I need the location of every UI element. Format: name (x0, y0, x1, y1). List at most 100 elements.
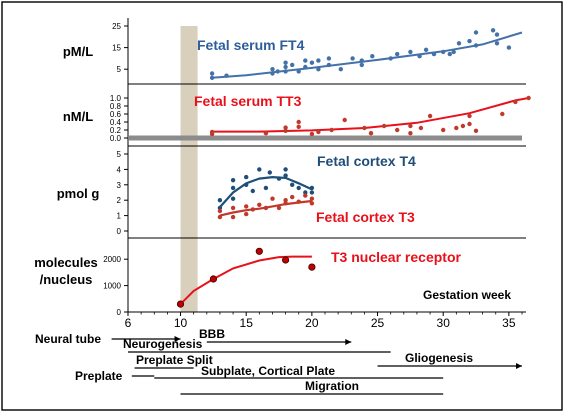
highlight-band (180, 26, 198, 312)
data-point (418, 125, 424, 131)
data-point (230, 214, 236, 220)
x-tick-label: 35 (502, 316, 516, 330)
data-point (244, 182, 249, 187)
y-tick-label: 0 (117, 227, 122, 236)
data-point (296, 185, 301, 191)
data-point (368, 131, 374, 136)
data-point (270, 71, 275, 76)
data-point (454, 125, 459, 131)
data-point (283, 64, 288, 70)
data-point (467, 113, 472, 119)
data-point (427, 113, 433, 119)
data-point (526, 95, 531, 101)
data-point (263, 131, 269, 136)
annotation-tt3: Fetal serum TT3 (194, 93, 302, 109)
data-point (255, 247, 263, 255)
data-point (257, 167, 262, 172)
timeline-label: BBB (199, 327, 225, 341)
data-point (309, 196, 315, 201)
y-tick-label: 5 (117, 65, 122, 74)
data-point (283, 128, 288, 133)
data-point (230, 185, 236, 191)
x-tick-label: 10 (174, 316, 188, 330)
data-point (388, 56, 393, 61)
y-tick-label: 5 (117, 150, 122, 159)
data-point (283, 198, 288, 203)
data-point (490, 28, 496, 33)
data-point (296, 199, 301, 204)
data-point (441, 127, 446, 133)
data-point (316, 67, 321, 72)
data-point (281, 256, 290, 264)
x-tick-label: 25 (371, 316, 385, 330)
trend-line (212, 97, 529, 133)
data-point (316, 58, 321, 63)
data-point (250, 188, 255, 194)
data-point (303, 64, 308, 70)
data-point (338, 67, 343, 72)
data-point (270, 196, 275, 201)
xlabel: Gestation week (423, 288, 511, 302)
data-point (263, 185, 269, 191)
y-tick-label: 1000 (103, 282, 121, 291)
data-point (290, 62, 295, 68)
timeline-label: Neurogenesis (123, 337, 203, 351)
y-tick-label: 2 (117, 196, 122, 205)
data-point (326, 62, 332, 68)
data-point (303, 58, 308, 63)
trend-line (212, 31, 523, 79)
data-point (309, 131, 315, 137)
y-tick-label: 0.6 (110, 110, 122, 119)
data-point (359, 62, 364, 68)
timeline-arrowhead (516, 363, 522, 369)
data-point (381, 123, 387, 129)
data-point (296, 119, 301, 125)
data-point (473, 128, 479, 133)
data-point (270, 67, 275, 72)
data-point (423, 47, 429, 52)
data-point (303, 193, 308, 198)
data-point (276, 176, 282, 181)
data-point (230, 196, 236, 201)
data-point (283, 69, 288, 74)
data-point (473, 30, 479, 35)
data-point (209, 275, 217, 283)
data-point (326, 56, 332, 61)
x-tick-label: 20 (305, 316, 319, 330)
ylabel-ft4: pM/L (63, 44, 93, 59)
data-point (316, 129, 321, 135)
data-point (267, 170, 272, 175)
data-point (309, 60, 315, 65)
timeline-label: Preplate Split (136, 353, 213, 367)
data-point (283, 60, 288, 65)
data-point (244, 204, 249, 209)
timeline-arrowhead (345, 339, 352, 345)
data-point (309, 185, 315, 191)
data-point (283, 173, 288, 178)
data-point (460, 123, 466, 129)
y-tick-label: 4 (117, 165, 122, 174)
data-point (408, 49, 413, 55)
data-point (217, 214, 223, 220)
data-point (309, 201, 315, 206)
data-point (250, 207, 255, 212)
data-point (408, 131, 413, 136)
y-tick-label: 0.8 (110, 102, 122, 111)
data-point (275, 69, 280, 74)
x-tick-label: 30 (437, 316, 451, 330)
y-tick-label: 0 (117, 308, 122, 317)
data-point (217, 198, 223, 203)
y-tick-label: 0.0 (110, 134, 122, 143)
data-point (473, 43, 479, 48)
data-point (209, 71, 215, 76)
data-point (244, 174, 249, 180)
ylabel-tt3: nM/L (63, 109, 93, 124)
y-tick-label: 1.0 (110, 94, 122, 103)
data-point (370, 54, 375, 59)
data-point (494, 32, 500, 37)
tt3-baseline-bar (129, 135, 522, 141)
annotation-ft4: Fetal serum FT4 (197, 37, 305, 53)
data-point (283, 167, 288, 172)
data-point (309, 190, 315, 195)
timeline-label: Migration (305, 379, 359, 393)
